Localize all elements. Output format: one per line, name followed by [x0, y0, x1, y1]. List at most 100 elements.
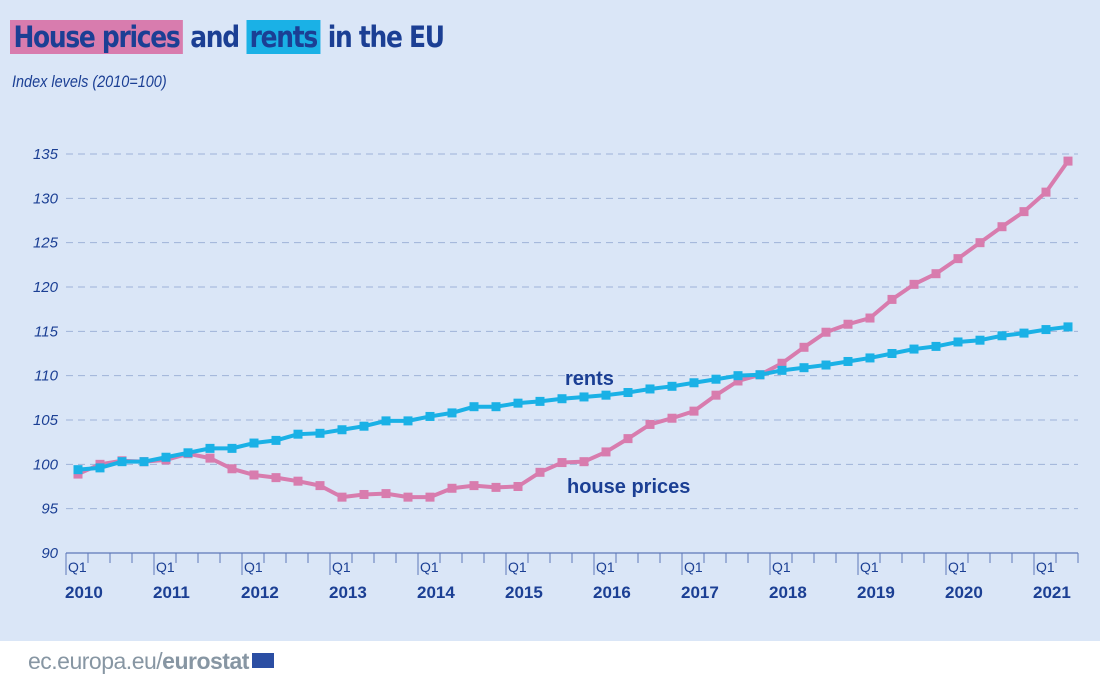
- y-tick-label: 125: [33, 235, 59, 252]
- data-point-house-prices: [403, 492, 413, 502]
- chart-title: House prices and rents in the EU: [10, 20, 445, 54]
- data-point-rents: [183, 448, 193, 458]
- data-point-rents: [425, 411, 435, 421]
- year-label: 2015: [505, 583, 543, 602]
- data-point-house-prices: [249, 470, 259, 480]
- y-tick-label: 135: [33, 146, 59, 163]
- data-point-rents: [777, 365, 787, 375]
- data-point-house-prices: [1041, 187, 1051, 197]
- year-label: 2021: [1033, 583, 1071, 602]
- chart-subtitle: Index levels (2010=100): [12, 72, 167, 91]
- y-tick-label: 105: [33, 412, 59, 429]
- q1-label: Q1: [508, 559, 527, 575]
- data-point-house-prices: [821, 327, 831, 337]
- data-point-rents: [887, 349, 897, 358]
- data-point-house-prices: [337, 492, 347, 502]
- year-label: 2013: [329, 583, 367, 602]
- data-point-house-prices: [557, 458, 567, 468]
- q1-label: Q1: [860, 559, 879, 575]
- year-label: 2017: [681, 583, 719, 602]
- year-label: 2012: [241, 583, 279, 602]
- series-label-rents: rents: [565, 368, 614, 390]
- data-point-house-prices: [1063, 156, 1073, 166]
- data-point-rents: [601, 390, 611, 400]
- year-label: 2016: [593, 583, 631, 602]
- data-point-rents: [337, 425, 347, 435]
- data-point-rents: [271, 435, 281, 445]
- data-point-rents: [315, 428, 325, 438]
- year-label: 2019: [857, 583, 895, 602]
- title-rents: rents: [246, 20, 321, 54]
- data-point-house-prices: [645, 419, 655, 429]
- year-label: 2018: [769, 583, 807, 602]
- q1-label: Q1: [332, 559, 351, 575]
- data-point-rents: [491, 402, 501, 412]
- data-point-house-prices: [425, 492, 435, 502]
- data-point-rents: [931, 341, 941, 351]
- data-point-rents: [469, 402, 479, 412]
- q1-label: Q1: [772, 559, 791, 575]
- data-point-rents: [953, 337, 963, 347]
- data-point-house-prices: [865, 313, 875, 323]
- data-point-house-prices: [689, 406, 699, 416]
- year-label: 2010: [65, 583, 103, 602]
- data-point-rents: [755, 370, 765, 380]
- q1-label: Q1: [420, 559, 439, 575]
- data-point-rents: [139, 457, 149, 467]
- data-point-rents: [73, 465, 83, 475]
- series-line-house-prices: [77, 159, 1070, 500]
- q1-label: Q1: [68, 559, 87, 575]
- data-point-house-prices: [491, 482, 501, 492]
- data-point-house-prices: [469, 481, 479, 491]
- data-point-rents: [95, 463, 105, 473]
- data-point-rents: [909, 344, 919, 354]
- data-point-rents: [645, 384, 655, 394]
- data-point-rents: [733, 371, 743, 381]
- data-point-house-prices: [601, 447, 611, 457]
- data-point-house-prices: [843, 319, 853, 329]
- data-point-rents: [249, 438, 259, 448]
- title-and: and: [182, 20, 247, 54]
- data-point-rents: [227, 443, 237, 453]
- series-label-house-prices: house prices: [567, 476, 690, 498]
- data-point-rents: [865, 353, 875, 363]
- year-label: 2011: [153, 583, 190, 602]
- data-point-rents: [975, 335, 985, 345]
- q1-label: Q1: [156, 559, 175, 575]
- q1-label: Q1: [244, 559, 263, 575]
- data-point-rents: [293, 429, 303, 439]
- data-point-house-prices: [953, 254, 963, 264]
- data-point-house-prices: [293, 476, 303, 486]
- data-point-house-prices: [667, 413, 677, 423]
- data-point-house-prices: [447, 483, 457, 493]
- data-point-house-prices: [975, 238, 985, 248]
- data-point-rents: [557, 394, 567, 404]
- data-point-rents: [579, 392, 589, 402]
- data-point-rents: [821, 360, 831, 370]
- data-point-house-prices: [513, 482, 523, 491]
- data-point-house-prices: [887, 294, 897, 304]
- title-in-eu: in the EU: [320, 20, 445, 54]
- y-tick-label: 90: [41, 545, 58, 562]
- data-point-rents: [711, 374, 721, 384]
- data-point-rents: [1041, 325, 1051, 335]
- year-label: 2020: [945, 583, 983, 602]
- eu-flag-icon: [251, 653, 274, 669]
- y-tick-label: 120: [33, 279, 59, 296]
- y-tick-label: 95: [41, 501, 58, 518]
- q1-label: Q1: [1036, 559, 1055, 575]
- q1-label: Q1: [596, 559, 615, 575]
- data-point-house-prices: [711, 390, 721, 400]
- data-point-house-prices: [777, 358, 787, 368]
- data-point-rents: [161, 452, 171, 462]
- data-point-rents: [843, 356, 853, 366]
- data-point-rents: [535, 396, 545, 406]
- data-point-rents: [205, 443, 215, 453]
- data-point-rents: [997, 331, 1007, 341]
- data-point-house-prices: [909, 279, 919, 289]
- q1-label: Q1: [948, 559, 967, 575]
- data-point-house-prices: [1019, 207, 1029, 217]
- y-tick-label: 115: [34, 323, 59, 340]
- footer-link[interactable]: ec.europa.eu/eurostat: [28, 648, 274, 675]
- data-point-house-prices: [315, 481, 325, 491]
